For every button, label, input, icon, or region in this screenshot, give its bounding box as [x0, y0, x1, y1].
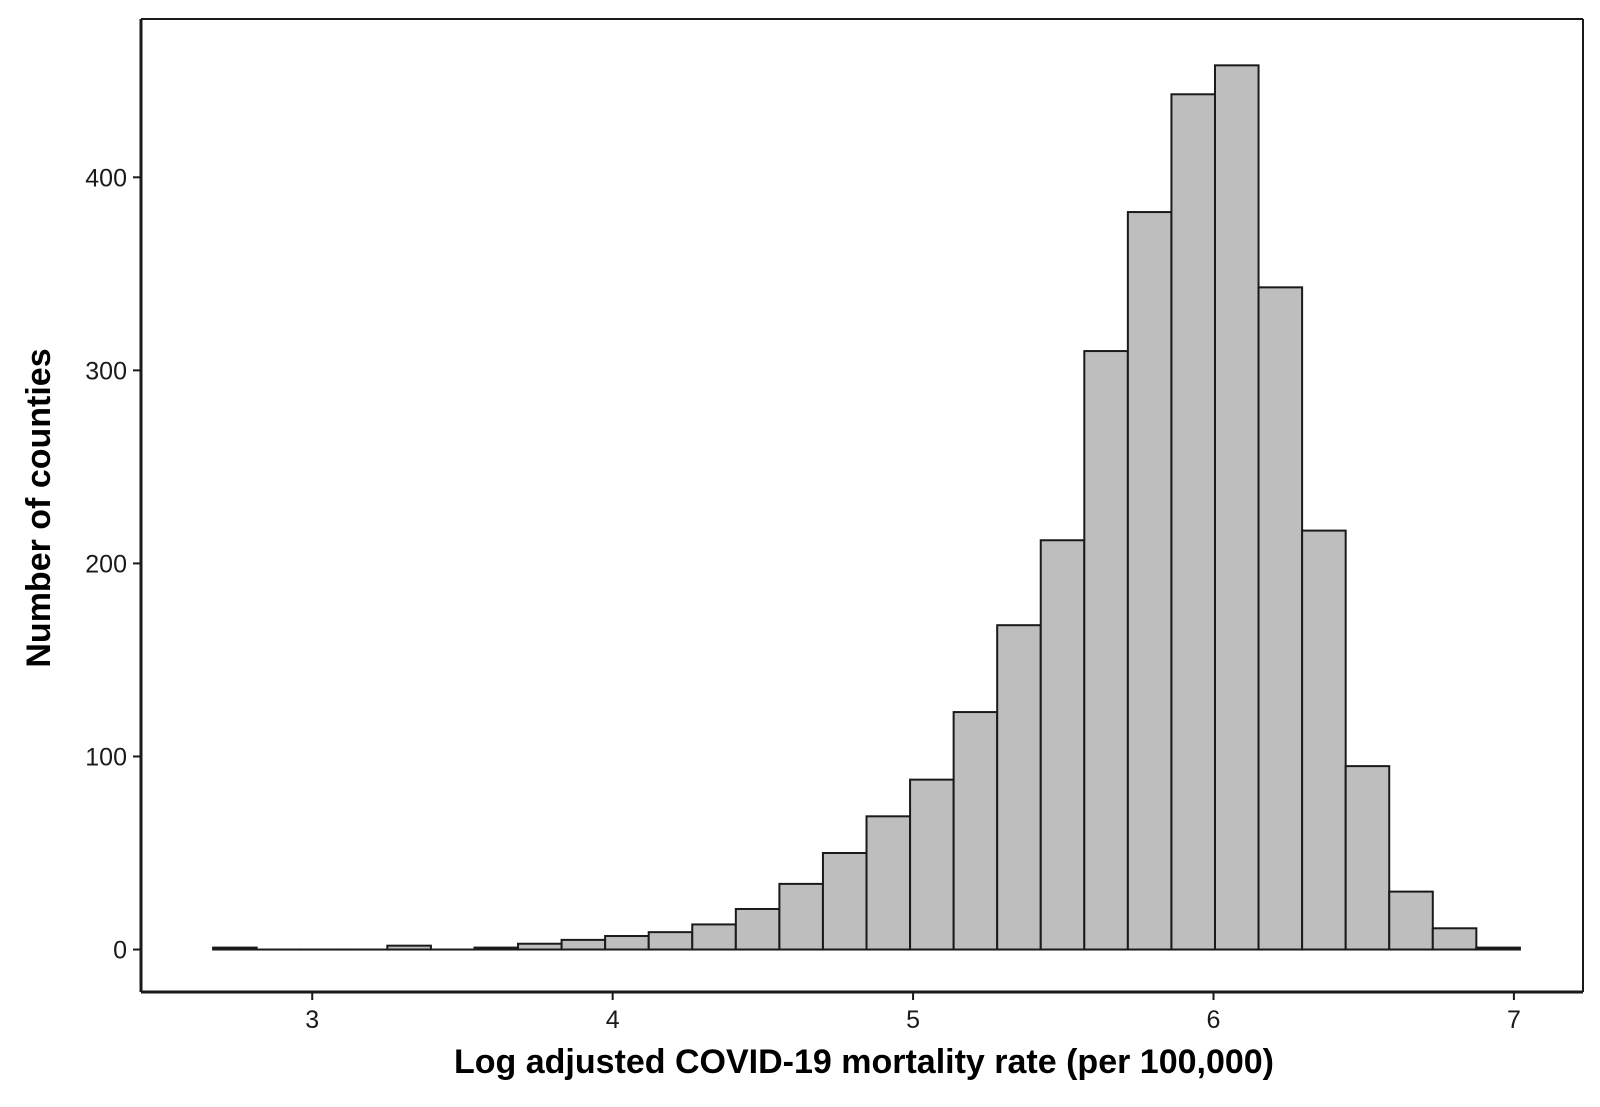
histogram-bar — [604, 935, 650, 951]
histogram-bar — [1083, 350, 1129, 951]
y-tick-label: 400 — [85, 164, 127, 192]
bars-group — [212, 64, 1521, 951]
x-tick-label: 3 — [305, 1006, 319, 1034]
histogram-bar — [909, 778, 955, 951]
histogram-bar — [1170, 93, 1216, 951]
histogram-bar — [1257, 286, 1304, 951]
histogram-bar — [1039, 539, 1086, 951]
histogram-bar — [560, 938, 607, 951]
histogram-bar — [1213, 64, 1260, 951]
y-tick-label: 300 — [85, 357, 127, 385]
histogram-bar — [691, 923, 737, 951]
histogram-bar — [865, 815, 912, 951]
histogram-bar — [386, 944, 432, 951]
histogram-bar — [647, 931, 694, 951]
histogram-bar — [821, 852, 868, 951]
histogram-bar — [778, 882, 824, 951]
x-tick-label: 4 — [606, 1006, 620, 1034]
y-axis-title: Number of counties — [20, 348, 58, 667]
histogram-bar — [517, 942, 563, 951]
histogram-bar — [1126, 211, 1173, 951]
histogram-bar — [734, 907, 781, 951]
y-tick-label: 0 — [113, 937, 127, 965]
x-axis-title: Log adjusted COVID-19 mortality rate (pe… — [454, 1043, 1274, 1081]
histogram-bar — [1388, 890, 1434, 951]
histogram-bar — [952, 711, 999, 951]
x-axis-ticks: 3 4 5 6 7 — [305, 992, 1521, 1034]
histogram-bar — [1301, 529, 1347, 951]
histogram-bar — [1344, 765, 1391, 951]
x-tick-label: 7 — [1507, 1006, 1521, 1034]
y-tick-label: 200 — [85, 550, 127, 578]
y-tick-label: 100 — [85, 743, 127, 771]
histogram-bar — [1475, 946, 1521, 951]
histogram-bar — [212, 946, 258, 951]
y-axis-ticks: 0 100 200 300 400 — [85, 164, 141, 965]
histogram-bar — [473, 946, 520, 951]
x-tick-label: 6 — [1207, 1006, 1221, 1034]
histogram-bar — [996, 624, 1042, 951]
histogram-bar — [1431, 927, 1478, 951]
x-tick-label: 5 — [906, 1006, 920, 1034]
